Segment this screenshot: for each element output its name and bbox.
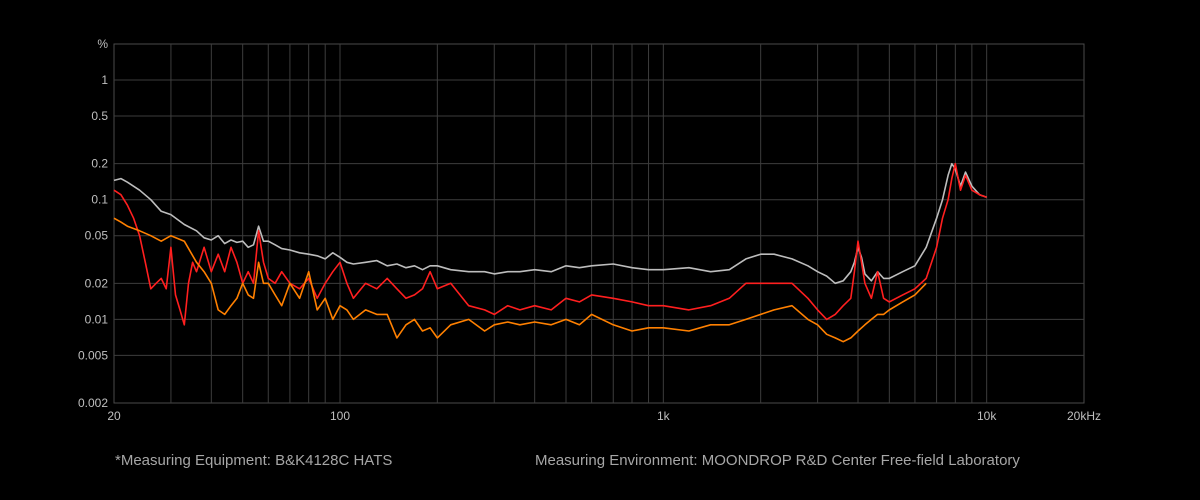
y-tick-label: 0.002 bbox=[78, 396, 108, 410]
y-tick-label: 0.5 bbox=[91, 109, 108, 123]
y-tick-label: 1 bbox=[101, 73, 108, 87]
x-tick-label: 20 bbox=[107, 409, 121, 423]
y-tick-label: 0.2 bbox=[91, 157, 108, 171]
y-tick-label: 0.01 bbox=[85, 312, 109, 326]
y-tick-label: 0.1 bbox=[91, 193, 108, 207]
x-tick-label: 100 bbox=[330, 409, 350, 423]
x-tick-label: 1k bbox=[657, 409, 671, 423]
x-tick-label: 20kHz bbox=[1067, 409, 1101, 423]
measuring-equipment-note: *Measuring Equipment: B&K4128C HATS bbox=[115, 452, 393, 469]
plot-frame bbox=[113, 43, 1085, 404]
measuring-environment-note: Measuring Environment: MOONDROP R&D Cent… bbox=[535, 452, 1020, 469]
series-line-3rd-harmonic bbox=[113, 217, 927, 343]
y-tick-label: 0.05 bbox=[85, 229, 109, 243]
grid-lines bbox=[113, 43, 1085, 404]
series-layer bbox=[113, 162, 987, 343]
y-tick-label: 0.005 bbox=[78, 348, 108, 362]
y-tick-label: 0.02 bbox=[85, 276, 109, 290]
y-tick-label: % bbox=[97, 37, 108, 51]
series-line-2nd-harmonic bbox=[113, 162, 987, 326]
x-tick-label: 10k bbox=[977, 409, 997, 423]
